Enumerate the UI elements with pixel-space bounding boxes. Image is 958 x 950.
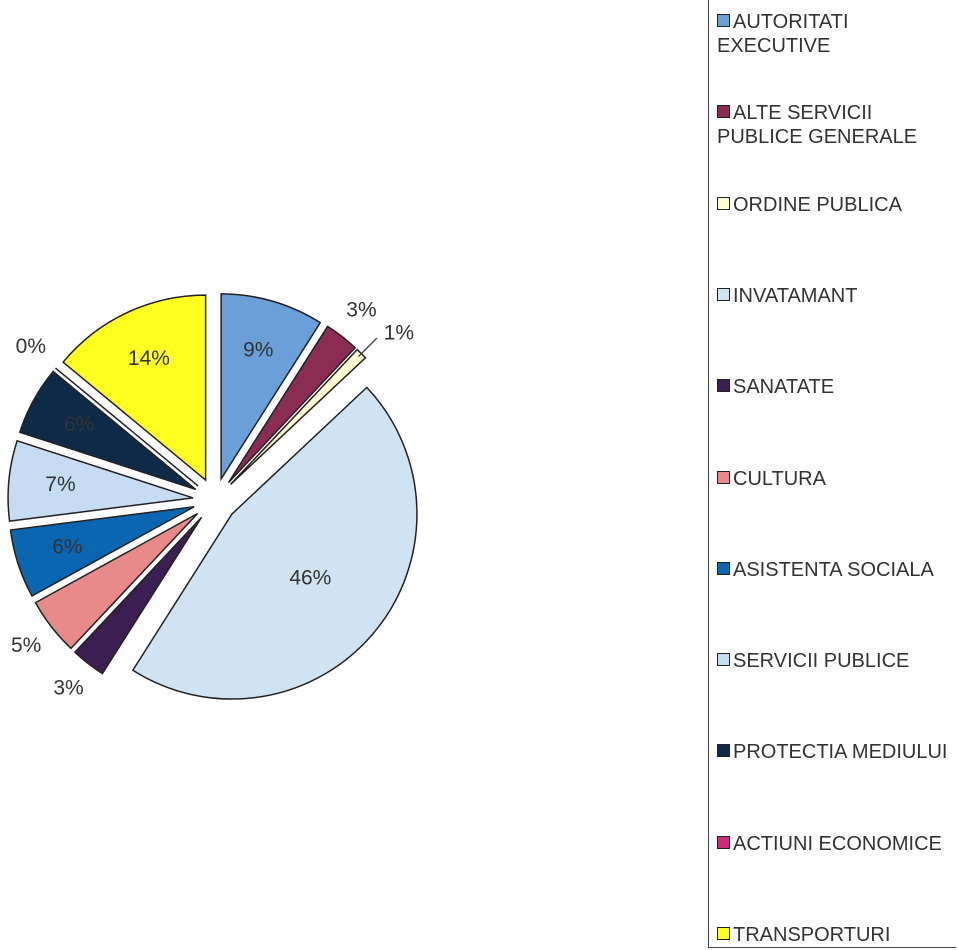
legend-label: AUTORITATI EXECUTIVE [717, 11, 849, 57]
legend-entry: SERVICII PUBLICE [717, 649, 955, 673]
legend-entry: ACTIUNI ECONOMICE [717, 832, 955, 856]
data-label: 3% [53, 676, 83, 699]
pie-slice [34, 512, 199, 650]
legend-swatch [717, 379, 730, 393]
pie-slice [9, 506, 195, 597]
legend-label: SERVICII PUBLICE [733, 650, 910, 673]
legend-label: PROTECTIA MEDIULUI [733, 741, 948, 764]
pie-slice [62, 294, 207, 482]
data-label: 7% [45, 473, 75, 496]
legend-entry: AUTORITATI EXECUTIVE [717, 10, 955, 58]
legend-swatch [717, 561, 730, 575]
legend-entry: ASISTENTA SOCIALA [717, 558, 955, 582]
legend-swatch [717, 196, 730, 210]
legend-swatch [717, 835, 730, 849]
legend-swatch [717, 470, 730, 484]
legend-swatch [717, 744, 730, 758]
legend-swatch [717, 927, 730, 940]
data-label: 14% [128, 347, 170, 370]
data-label: 9% [243, 339, 273, 362]
legend-label: ORDINE PUBLICA [733, 193, 902, 216]
leader-line [358, 337, 378, 357]
data-label: 5% [11, 634, 41, 657]
legend-label: CULTURA [733, 467, 826, 490]
legend-entry: SANATATE [717, 375, 955, 399]
pie-slice [18, 370, 197, 491]
data-label: 6% [64, 413, 94, 436]
data-label: 46% [289, 566, 331, 589]
data-label: 3% [346, 299, 376, 322]
data-label: 0% [16, 335, 46, 358]
legend-label: SANATATE [733, 376, 835, 399]
pie-slice [7, 439, 194, 522]
legend: AUTORITATI EXECUTIVE ALTE SERVICII PUBLIC… [708, 0, 956, 948]
legend-label: ACTIUNI ECONOMICE [733, 832, 942, 855]
legend-label: ASISTENTA SOCIALA [733, 558, 934, 581]
legend-entry: TRANSPORTURI [717, 923, 955, 947]
legend-label: INVATAMANT [733, 284, 858, 307]
pie-slice [131, 386, 418, 700]
data-label: 1% [384, 322, 414, 345]
legend-entry: ALTE SERVICII PUBLICE GENERALE [717, 101, 955, 149]
legend-swatch [717, 105, 730, 119]
pie-slice [73, 516, 203, 675]
legend-swatch [717, 14, 730, 27]
pie-slice [227, 325, 357, 484]
legend-entry: INVATAMANT [717, 284, 955, 308]
legend-swatch [717, 653, 730, 667]
data-label: 6% [52, 536, 82, 559]
chart: 9% 3% 1% 46% 3% 5% 6% 7% 6% 0% 14% [7, 293, 418, 700]
legend-label: TRANSPORTURI [733, 924, 891, 946]
legend-entry: ORDINE PUBLICA [717, 193, 955, 217]
pie-slice [220, 293, 322, 482]
legend-entry: PROTECTIA MEDIULUI [717, 740, 955, 764]
legend-entry: CULTURA [717, 467, 955, 491]
legend-label: ALTE SERVICII PUBLICE GENERALE [717, 102, 918, 149]
legend-swatch [717, 287, 730, 301]
